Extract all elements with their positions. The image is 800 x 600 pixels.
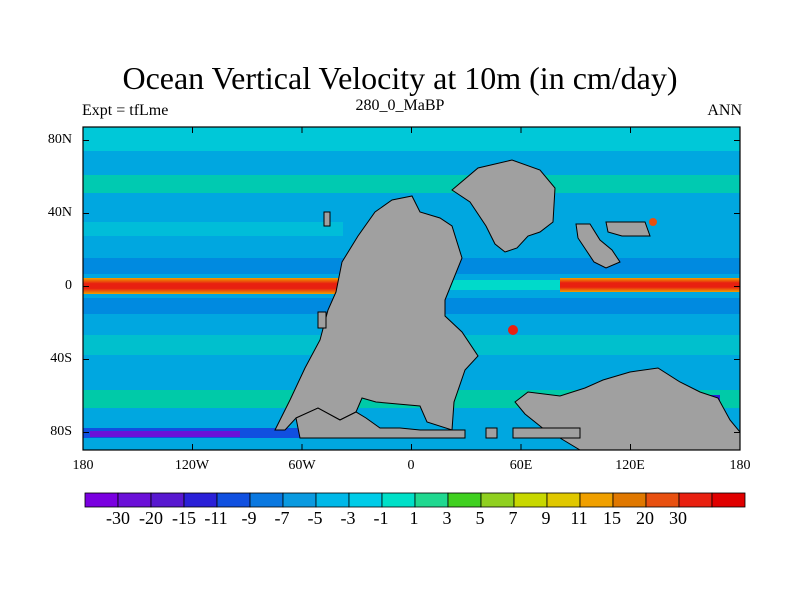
x-label-120w: 120W — [174, 458, 210, 473]
colorbar-box — [711, 492, 746, 508]
colorbar-box — [381, 492, 416, 508]
colorbar-label: -5 — [307, 508, 323, 528]
small-island-1 — [317, 311, 327, 329]
colorbar-label: -9 — [241, 508, 257, 528]
x-label-60e: 60E — [509, 458, 533, 473]
colorbar-label: -20 — [139, 508, 163, 528]
colorbar — [84, 492, 746, 508]
colorbar-box — [183, 492, 218, 508]
colorbar-box — [117, 492, 152, 508]
western-continent — [274, 195, 479, 431]
colorbar-box — [513, 492, 548, 508]
island-northeast — [605, 221, 651, 237]
small-island-3 — [512, 427, 581, 439]
y-label-80n: 80N — [47, 132, 72, 147]
antarctic-coastal-strong — [90, 431, 240, 437]
y-label-80s: 80S — [50, 424, 72, 439]
colorbar-box — [579, 492, 614, 508]
colorbar-label: 11 — [570, 508, 588, 528]
colorbar-box — [645, 492, 680, 508]
colorbar-label: 5 — [475, 508, 485, 528]
small-island-4 — [323, 211, 331, 227]
colorbar-label: 9 — [541, 508, 551, 528]
colorbar-box — [678, 492, 713, 508]
x-label-180w: 180 — [72, 458, 94, 473]
north-subtropical-band — [83, 222, 343, 236]
map-title: Ocean Vertical Velocity at 10m (in cm/da… — [122, 60, 678, 96]
colorbar-label: -30 — [106, 508, 130, 528]
time-period-label: 280_0_MaBP — [355, 97, 445, 114]
upwelling-spot-east — [649, 218, 657, 226]
y-label-40n: 40N — [47, 205, 72, 220]
colorbar-label: -15 — [172, 508, 196, 528]
colorbar-box — [612, 492, 647, 508]
x-label-120e: 120E — [615, 458, 645, 473]
colorbar-box — [150, 492, 185, 508]
small-island-2 — [485, 427, 498, 439]
colorbar-label: -3 — [340, 508, 356, 528]
colorbar-label: -11 — [204, 508, 228, 528]
colorbar-box — [447, 492, 482, 508]
east-equatorial-upwelling — [560, 278, 740, 292]
y-label-0: 0 — [65, 278, 72, 293]
north-subpolar-band — [83, 175, 740, 193]
landmasses — [274, 159, 741, 451]
colorbar-box — [249, 492, 284, 508]
colorbar-label: 20 — [636, 508, 654, 528]
axis-ticks — [83, 127, 740, 450]
pacific-equatorial-upwelling — [83, 278, 343, 294]
colorbar-label: -7 — [274, 508, 290, 528]
x-label-0: 0 — [407, 458, 415, 473]
colorbar-box — [315, 492, 350, 508]
colorbar-box — [414, 492, 449, 508]
colorbar-label: 15 — [603, 508, 621, 528]
colorbar-box — [216, 492, 251, 508]
colorbar-box — [282, 492, 317, 508]
indian-equatorial-band — [450, 280, 560, 290]
colorbar-label: 30 — [669, 508, 687, 528]
colorbar-box — [348, 492, 383, 508]
colorbar-label: 1 — [409, 508, 419, 528]
x-label-60w: 60W — [288, 458, 316, 473]
colorbar-label: -1 — [373, 508, 389, 528]
island-east — [575, 223, 621, 269]
y-label-40s: 40S — [50, 351, 72, 366]
upwelling-hotspot — [508, 325, 518, 335]
northern-continent — [451, 159, 556, 253]
colorbar-box — [84, 492, 119, 508]
experiment-label: Expt = tfLme — [82, 102, 169, 119]
colorbar-box — [480, 492, 515, 508]
x-label-180e: 180 — [729, 458, 751, 473]
colorbar-label: 3 — [442, 508, 452, 528]
colorbar-box — [546, 492, 581, 508]
season-label: ANN — [707, 102, 742, 119]
southern-landmass — [295, 407, 466, 439]
colorbar-label: 7 — [508, 508, 518, 528]
